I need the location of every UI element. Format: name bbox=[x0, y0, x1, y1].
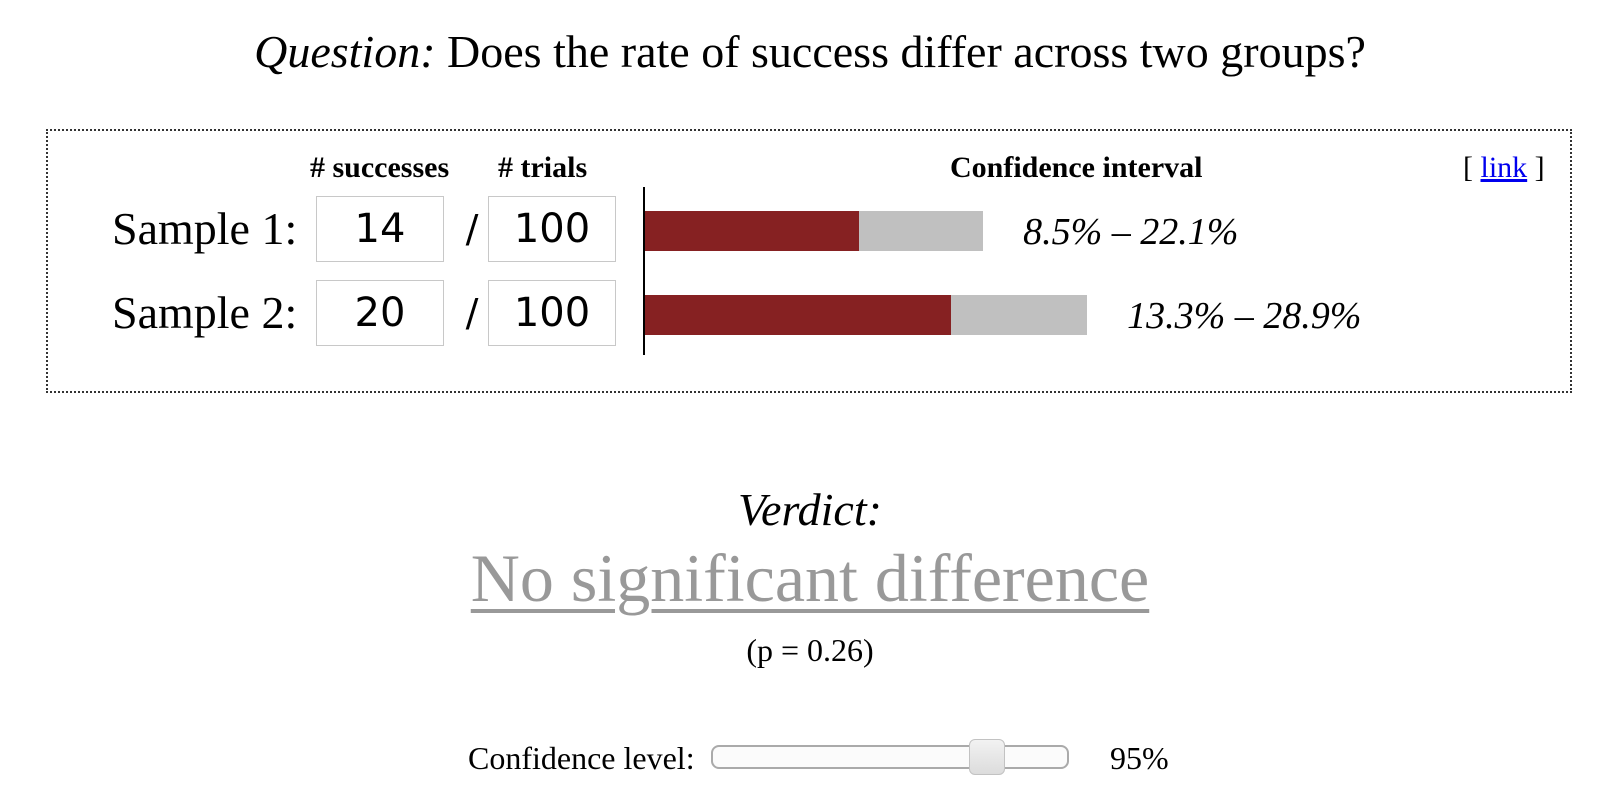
confidence-interval-header: Confidence interval bbox=[950, 151, 1203, 184]
verdict-text[interactable]: No significant difference bbox=[470, 540, 1150, 616]
sample-1-separator: / bbox=[465, 207, 479, 251]
confidence-slider[interactable] bbox=[711, 745, 1069, 769]
sample-2-label: Sample 2: bbox=[112, 287, 298, 338]
question-text: Does the rate of success differ across t… bbox=[447, 26, 1366, 77]
sample-1-successes-input[interactable] bbox=[316, 196, 444, 262]
sample-2-interval-bar bbox=[645, 295, 1088, 335]
trials-header: # trials bbox=[498, 151, 588, 184]
p-value: (p = 0.26) bbox=[746, 632, 874, 668]
sample-1-point-bar bbox=[645, 211, 860, 251]
sample-1-ci-text: 8.5% – 22.1% bbox=[1023, 211, 1239, 253]
samples-panel bbox=[46, 129, 1572, 393]
question-prefix: Question: bbox=[254, 26, 436, 77]
link-anchor[interactable]: link bbox=[1480, 151, 1528, 184]
confidence-level-value: 95% bbox=[1110, 740, 1169, 776]
sample-1-trials-input[interactable] bbox=[488, 196, 616, 262]
confidence-slider-thumb[interactable] bbox=[968, 739, 1005, 775]
sample-1-label: Sample 1: bbox=[112, 203, 298, 254]
sample-1-interval-bar bbox=[645, 211, 984, 251]
link-open-bracket: [ bbox=[1463, 151, 1473, 184]
ci-axis-line bbox=[643, 187, 645, 355]
permalink: [ link ] bbox=[1463, 150, 1545, 186]
link-close-bracket: ] bbox=[1534, 151, 1545, 184]
verdict-label: Verdict: bbox=[738, 484, 882, 535]
confidence-level-label: Confidence level: bbox=[468, 740, 695, 776]
question-heading: Question: Does the rate of success diffe… bbox=[0, 22, 1620, 82]
successes-header: # successes bbox=[310, 151, 450, 184]
sample-2-point-bar bbox=[645, 295, 951, 335]
sample-2-trials-input[interactable] bbox=[488, 280, 616, 346]
sample-2-ci-text: 13.3% – 28.9% bbox=[1127, 295, 1362, 337]
sample-2-separator: / bbox=[465, 291, 479, 335]
verdict-result: No significant difference bbox=[0, 538, 1620, 618]
sample-2-successes-input[interactable] bbox=[316, 280, 444, 346]
